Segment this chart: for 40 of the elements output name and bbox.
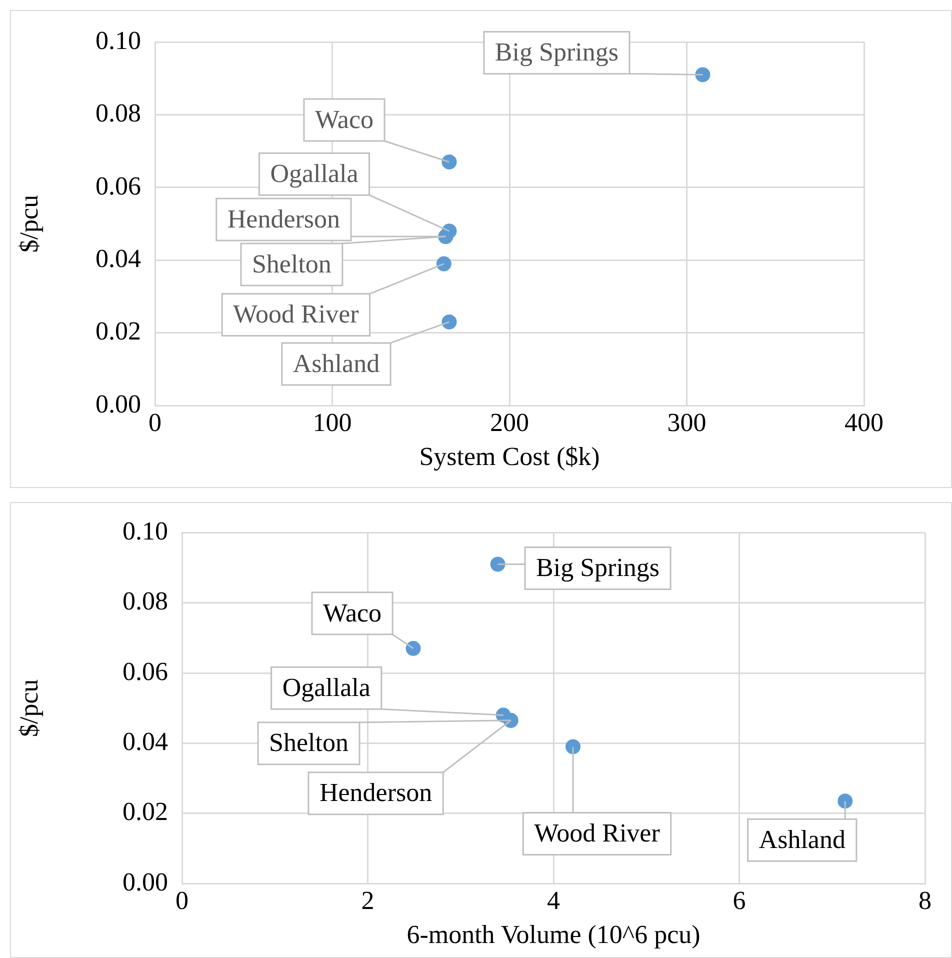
y-tick-label: 0.04 bbox=[122, 727, 168, 756]
y-axis-title: $/pcu bbox=[14, 679, 44, 737]
text: Henderson bbox=[227, 204, 340, 234]
x-tick-label: 2 bbox=[361, 886, 374, 916]
series-label: Waco bbox=[322, 598, 382, 628]
x-tick-label: 4 bbox=[547, 886, 560, 916]
x-tick-label: 100 bbox=[312, 408, 352, 438]
text: Ogallala bbox=[282, 672, 371, 702]
x-tick-label: 0 bbox=[148, 408, 162, 438]
y-tick-label: 0.06 bbox=[96, 171, 141, 200]
y-tick-label: 0.00 bbox=[122, 867, 168, 896]
text: Ogallala bbox=[270, 158, 359, 188]
text: Shelton bbox=[252, 249, 332, 278]
text: Wood River bbox=[233, 300, 360, 329]
y-tick-label: 0.08 bbox=[96, 98, 141, 128]
text: Shelton bbox=[269, 728, 349, 758]
text: Big Springs bbox=[494, 38, 618, 67]
text: Ashland bbox=[292, 348, 380, 378]
y-axis-title: $/pcu bbox=[14, 194, 44, 253]
y-tick-label: 0.10 bbox=[96, 26, 141, 55]
text: Wood River bbox=[534, 818, 660, 848]
x-tick-label: 400 bbox=[844, 408, 884, 438]
x-tick-label: 6 bbox=[732, 886, 746, 916]
x-axis-title: System Cost ($k) bbox=[419, 442, 600, 472]
y-tick-label: 0.02 bbox=[122, 797, 168, 826]
series-label: Big Springs bbox=[536, 553, 660, 582]
y-tick-label: 0.06 bbox=[122, 656, 168, 686]
text: Henderson bbox=[319, 778, 432, 808]
y-tick-label: 0.10 bbox=[122, 516, 168, 546]
x-tick-label: 0 bbox=[176, 886, 188, 916]
y-tick-label: 0.08 bbox=[122, 586, 168, 616]
y-tick-label: 0.02 bbox=[96, 316, 141, 346]
text: Waco bbox=[314, 104, 374, 134]
series-label: Ashland bbox=[758, 824, 846, 854]
x-tick-label: 300 bbox=[667, 408, 706, 438]
x-axis-title: 6-month Volume (10^6 pcu) bbox=[406, 920, 700, 950]
y-tick-label: 0.00 bbox=[96, 389, 141, 418]
x-tick-label: 200 bbox=[490, 408, 529, 438]
y-tick-label: 0.04 bbox=[96, 244, 141, 273]
x-tick-label: 8 bbox=[918, 886, 932, 916]
